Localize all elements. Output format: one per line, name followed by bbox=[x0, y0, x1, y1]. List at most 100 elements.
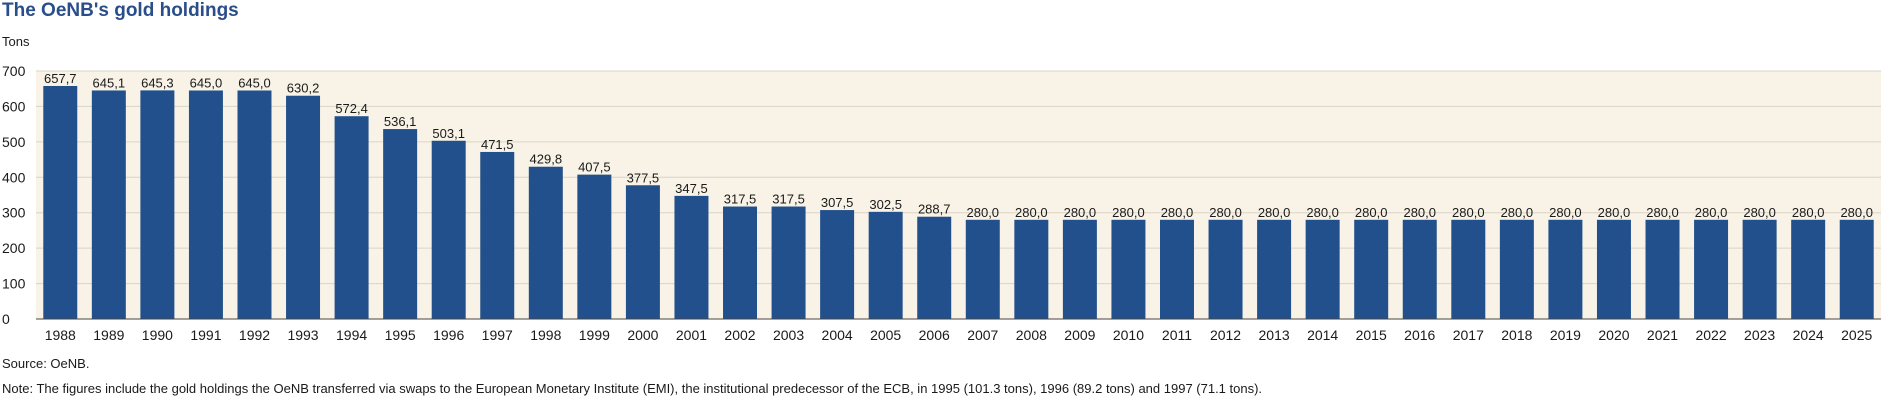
bar-2008 bbox=[1014, 219, 1049, 319]
data-label: 407,5 bbox=[578, 160, 611, 175]
x-tick-label: 2011 bbox=[1162, 327, 1192, 343]
data-label: 302,5 bbox=[869, 197, 902, 212]
bar-2022 bbox=[1694, 219, 1729, 319]
bar-2011 bbox=[1159, 219, 1194, 319]
bar-1995 bbox=[383, 129, 418, 319]
data-label: 347,5 bbox=[675, 181, 708, 196]
x-tick-label: 1995 bbox=[385, 327, 416, 343]
bar-2014 bbox=[1305, 219, 1340, 319]
x-tick-label: 2020 bbox=[1598, 327, 1629, 343]
bar-2023 bbox=[1742, 219, 1777, 319]
data-label: 280,0 bbox=[1064, 205, 1097, 220]
bar-1993 bbox=[286, 95, 321, 319]
y-axis-ticks: 0 100 200 300 400 500 600 700 bbox=[2, 63, 26, 327]
data-label: 280,0 bbox=[1015, 205, 1048, 220]
bar-2005 bbox=[868, 211, 903, 319]
y-tick-label: 300 bbox=[2, 205, 26, 221]
x-tick-label: 2010 bbox=[1113, 327, 1144, 343]
data-label: 317,5 bbox=[724, 192, 757, 207]
data-label: 280,0 bbox=[1306, 205, 1339, 220]
bar-1991 bbox=[188, 90, 223, 319]
data-label: 377,5 bbox=[627, 170, 660, 185]
bar-2007 bbox=[965, 219, 1000, 319]
bar-2020 bbox=[1596, 219, 1631, 319]
data-label: 471,5 bbox=[481, 137, 514, 152]
y-tick-label: 400 bbox=[2, 169, 26, 185]
x-tick-label: 2005 bbox=[870, 327, 901, 343]
x-tick-label: 2014 bbox=[1307, 327, 1338, 343]
x-tick-label: 1993 bbox=[287, 327, 318, 343]
x-tick-label: 2008 bbox=[1016, 327, 1047, 343]
bar-2018 bbox=[1499, 219, 1534, 319]
y-tick-label: 200 bbox=[2, 240, 26, 256]
x-tick-label: 1989 bbox=[93, 327, 124, 343]
y-tick-label: 100 bbox=[2, 276, 26, 292]
bar-1996 bbox=[431, 140, 466, 319]
x-tick-label: 2016 bbox=[1404, 327, 1435, 343]
bar-chart: Tons 0 100 200 300 400 500 600 700 657,7 645,1 64… bbox=[2, 34, 1881, 343]
data-label: 645,0 bbox=[238, 75, 271, 90]
data-label: 280,0 bbox=[1355, 205, 1388, 220]
y-axis-label: Tons bbox=[2, 34, 30, 49]
bar-1992 bbox=[237, 90, 272, 319]
x-tick-label: 1990 bbox=[142, 327, 173, 343]
data-label: 288,7 bbox=[918, 202, 951, 217]
bar-2000 bbox=[625, 185, 660, 319]
data-label: 657,7 bbox=[44, 71, 77, 86]
data-label: 645,3 bbox=[141, 75, 174, 90]
data-label: 280,0 bbox=[967, 205, 1000, 220]
x-tick-label: 2002 bbox=[724, 327, 755, 343]
data-label: 630,2 bbox=[287, 81, 320, 96]
bar-2019 bbox=[1548, 219, 1583, 319]
x-tick-label: 1992 bbox=[239, 327, 270, 343]
data-label: 307,5 bbox=[821, 195, 854, 210]
x-tick-label: 1996 bbox=[433, 327, 464, 343]
x-tick-label: 2006 bbox=[919, 327, 950, 343]
x-tick-label: 2022 bbox=[1695, 327, 1726, 343]
data-label: 280,0 bbox=[1258, 205, 1291, 220]
data-label: 280,0 bbox=[1209, 205, 1242, 220]
y-tick-label: 500 bbox=[2, 134, 26, 150]
x-tick-label: 2018 bbox=[1501, 327, 1532, 343]
chart-note: Note: The figures include the gold holdi… bbox=[2, 381, 1263, 396]
data-label: 280,0 bbox=[1161, 205, 1194, 220]
data-labels: 657,7 645,1 645,3 645,0 645,0 630,2 572,4 536,1… bbox=[44, 71, 1873, 220]
x-tick-label: 1988 bbox=[45, 327, 76, 343]
x-tick-label: 2000 bbox=[627, 327, 658, 343]
bar-2012 bbox=[1208, 219, 1243, 319]
x-tick-label: 2009 bbox=[1064, 327, 1095, 343]
bar-2017 bbox=[1451, 219, 1486, 319]
data-label: 572,4 bbox=[335, 101, 368, 116]
x-tick-label: 2023 bbox=[1744, 327, 1775, 343]
x-tick-label: 2024 bbox=[1793, 327, 1824, 343]
bar-2002 bbox=[723, 206, 758, 319]
data-label: 280,0 bbox=[1598, 205, 1631, 220]
x-tick-label: 2019 bbox=[1550, 327, 1581, 343]
chart-title: The OeNB's gold holdings bbox=[2, 0, 239, 21]
bar-1988 bbox=[43, 85, 78, 319]
y-tick-label: 600 bbox=[2, 98, 26, 114]
bar-1990 bbox=[140, 90, 175, 319]
data-label: 280,0 bbox=[1743, 205, 1776, 220]
bar-2021 bbox=[1645, 219, 1680, 319]
bar-2009 bbox=[1062, 219, 1097, 319]
x-axis-ticks: 1988 1989 1990 1991 1992 1993 1994 1995 1996 1997… bbox=[45, 327, 1873, 343]
data-label: 429,8 bbox=[530, 152, 563, 167]
x-tick-label: 1994 bbox=[336, 327, 367, 343]
data-label: 280,0 bbox=[1403, 205, 1436, 220]
chart-source: Source: OeNB. bbox=[2, 356, 90, 371]
bar-1989 bbox=[91, 90, 126, 319]
x-tick-label: 2017 bbox=[1453, 327, 1484, 343]
data-label: 645,1 bbox=[93, 75, 126, 90]
data-label: 280,0 bbox=[1792, 205, 1825, 220]
bar-2025 bbox=[1839, 219, 1874, 319]
bar-1997 bbox=[480, 151, 515, 319]
bar-2024 bbox=[1791, 219, 1826, 319]
bar-1998 bbox=[528, 166, 563, 319]
x-tick-label: 2013 bbox=[1259, 327, 1290, 343]
y-tick-label: 700 bbox=[2, 63, 26, 79]
data-label: 536,1 bbox=[384, 114, 417, 129]
x-tick-label: 2012 bbox=[1210, 327, 1241, 343]
y-tick-label: 0 bbox=[2, 311, 10, 327]
bar-2001 bbox=[674, 195, 709, 319]
